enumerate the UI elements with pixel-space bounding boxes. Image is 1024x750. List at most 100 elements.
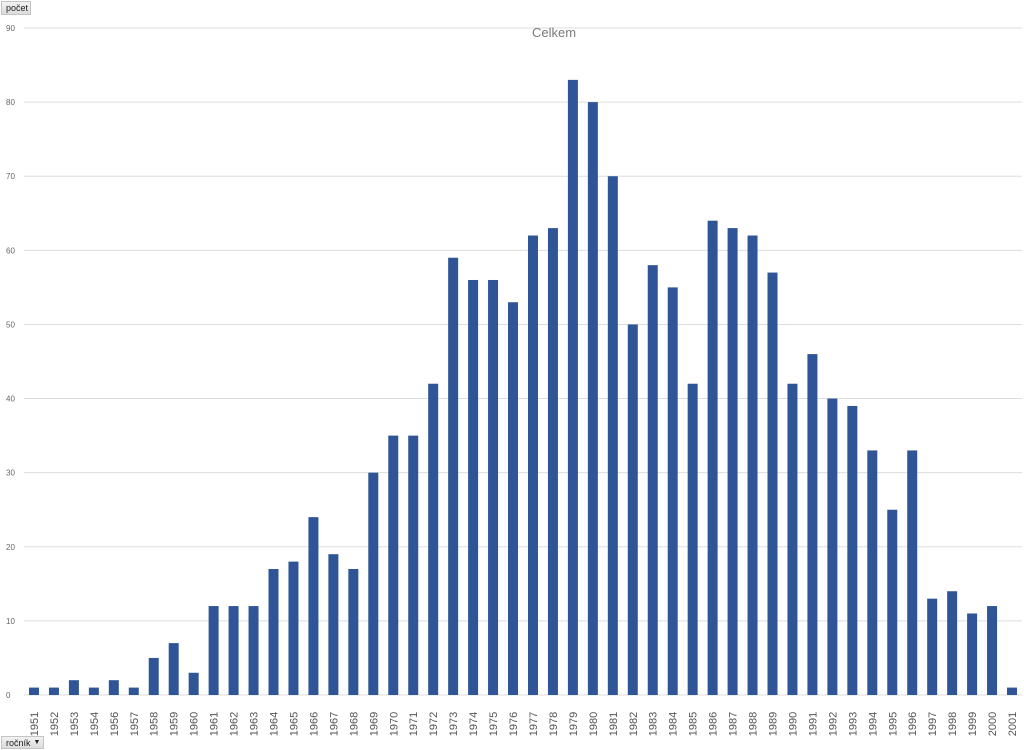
x-tick-label: 1969 — [368, 712, 380, 736]
y-tick-label: 30 — [6, 469, 15, 478]
bar[interactable] — [128, 687, 139, 695]
bar[interactable] — [587, 102, 598, 696]
x-tick-label: 1996 — [907, 712, 919, 736]
bar[interactable] — [208, 606, 219, 695]
bar[interactable] — [448, 257, 459, 695]
y-tick-label: 10 — [6, 617, 15, 626]
bar[interactable] — [248, 606, 259, 695]
x-tick-label: 1992 — [827, 712, 839, 736]
bar[interactable] — [408, 435, 419, 695]
bar[interactable] — [647, 265, 658, 695]
bar[interactable] — [1007, 687, 1018, 695]
bar[interactable] — [627, 324, 638, 695]
x-tick-label: 1975 — [488, 712, 500, 736]
dropdown-arrow-icon[interactable]: ▼ — [33, 738, 41, 746]
x-tick-label: 1981 — [608, 712, 620, 736]
bar[interactable] — [667, 287, 678, 695]
bar[interactable] — [348, 569, 359, 695]
bar[interactable] — [28, 687, 39, 695]
bar[interactable] — [767, 272, 778, 695]
x-tick-label: 1959 — [169, 712, 181, 736]
x-tick-label: 1958 — [149, 712, 161, 736]
x-tick-label: 1995 — [887, 712, 899, 736]
y-tick-label: 90 — [6, 24, 15, 33]
x-tick-label: 1998 — [947, 712, 959, 736]
x-tick-label: 1974 — [468, 712, 480, 736]
x-tick-label: 1964 — [269, 712, 281, 736]
x-tick-label: 1978 — [548, 712, 560, 736]
bar[interactable] — [727, 228, 738, 695]
x-tick-label: 1954 — [89, 712, 101, 736]
bar[interactable] — [488, 279, 499, 695]
bar[interactable] — [268, 569, 279, 695]
bar[interactable] — [88, 687, 99, 695]
x-tick-label: 1970 — [388, 712, 400, 736]
bar[interactable] — [967, 613, 978, 695]
bar[interactable] — [468, 279, 479, 695]
bar[interactable] — [188, 672, 199, 695]
bar[interactable] — [707, 220, 718, 695]
bar[interactable] — [947, 591, 958, 695]
bar[interactable] — [807, 354, 818, 695]
bar[interactable] — [567, 79, 578, 695]
bar[interactable] — [607, 176, 618, 695]
x-tick-label: 1971 — [408, 712, 420, 736]
x-tick-label: 1986 — [708, 712, 720, 736]
bar[interactable] — [547, 228, 558, 695]
bar[interactable] — [328, 554, 339, 695]
x-tick-label: 1973 — [448, 712, 460, 736]
bar[interactable] — [827, 398, 838, 695]
x-tick-label: 1972 — [428, 712, 440, 736]
x-tick-label: 1989 — [768, 712, 780, 736]
bar[interactable] — [368, 472, 379, 695]
x-tick-label: 1982 — [628, 712, 640, 736]
x-tick-label: 1999 — [967, 712, 979, 736]
axis-field-button[interactable]: ročník ▼ — [1, 736, 44, 749]
x-tick-label: 1952 — [49, 712, 61, 736]
bar[interactable] — [228, 606, 239, 695]
x-tick-label: 1979 — [568, 712, 580, 736]
bar[interactable] — [787, 383, 798, 695]
x-tick-label: 2000 — [987, 712, 999, 736]
x-tick-label: 1983 — [648, 712, 660, 736]
x-tick-label: 1997 — [927, 712, 939, 736]
x-tick-label: 1985 — [688, 712, 700, 736]
bar[interactable] — [907, 450, 918, 695]
bar[interactable] — [108, 680, 119, 695]
x-tick-label: 2001 — [1007, 712, 1019, 736]
x-tick-label: 1962 — [229, 712, 241, 736]
bar[interactable] — [68, 680, 79, 695]
x-tick-label: 1967 — [328, 712, 340, 736]
x-tick-label: 1953 — [69, 712, 81, 736]
x-tick-label: 1991 — [807, 712, 819, 736]
x-tick-label: 1980 — [588, 712, 600, 736]
bar[interactable] — [308, 517, 319, 695]
x-tick-label: 1990 — [787, 712, 799, 736]
bar[interactable] — [747, 235, 758, 695]
bar[interactable] — [927, 598, 938, 695]
bar[interactable] — [847, 405, 858, 695]
bar[interactable] — [388, 435, 399, 695]
x-tick-label: 1960 — [189, 712, 201, 736]
value-field-button[interactable]: počet — [1, 1, 31, 15]
bar[interactable] — [168, 643, 179, 695]
bar[interactable] — [48, 687, 59, 695]
y-tick-label: 50 — [6, 320, 15, 329]
bar[interactable] — [288, 561, 299, 695]
bar[interactable] — [867, 450, 878, 695]
bar[interactable] — [508, 302, 519, 695]
x-tick-label: 1977 — [528, 712, 540, 736]
y-tick-label: 40 — [6, 395, 15, 404]
bar[interactable] — [527, 235, 538, 695]
x-tick-label: 1951 — [29, 712, 41, 736]
bar[interactable] — [148, 657, 159, 695]
x-tick-label: 1965 — [288, 712, 300, 736]
bar[interactable] — [687, 383, 698, 695]
x-tick-label: 1968 — [348, 712, 360, 736]
x-tick-label: 1994 — [867, 712, 879, 736]
bar[interactable] — [887, 509, 898, 695]
bar[interactable] — [428, 383, 439, 695]
y-tick-label: 20 — [6, 543, 15, 552]
bar[interactable] — [987, 606, 998, 695]
